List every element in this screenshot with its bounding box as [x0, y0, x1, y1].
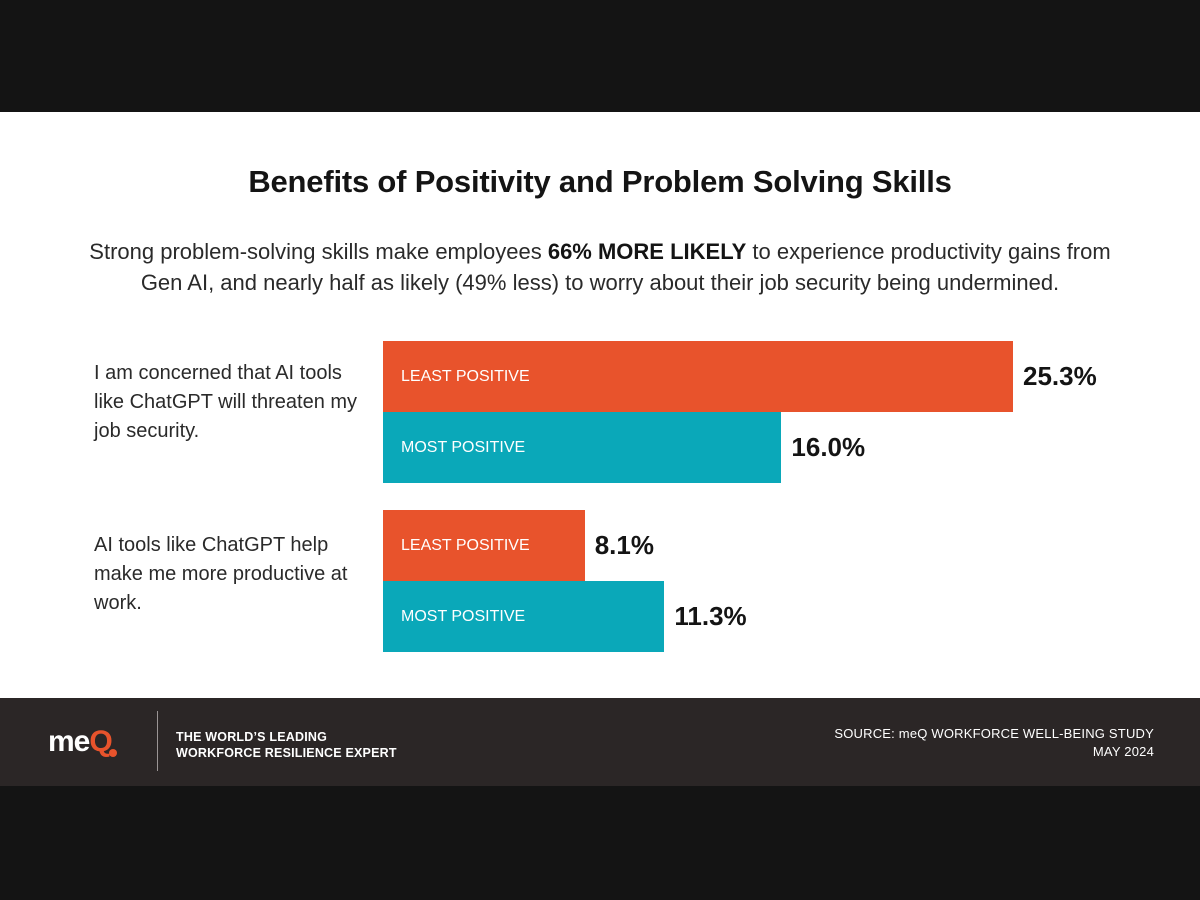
subtitle-text-after: to experience productivity gains from Ge…	[140, 239, 1111, 295]
data-label: 8.1%	[594, 530, 654, 560]
tagline-line-2: WORKFORCE RESILIENCE EXPERT	[176, 746, 397, 760]
logo-text: me	[48, 725, 90, 758]
bar: LEAST POSITIVE	[383, 341, 1013, 412]
bar: LEAST POSITIVE	[383, 510, 585, 581]
source-line-2: MAY 2024	[1092, 744, 1154, 759]
footer-bar	[0, 698, 1200, 786]
logo-accent: Q	[89, 725, 118, 758]
category-label: AI tools like ChatGPT help make me more …	[94, 534, 348, 614]
footer-divider	[157, 711, 158, 771]
series-label: LEAST POSITIVE	[401, 536, 530, 554]
source-line-1: SOURCE: meQ WORKFORCE WELL-BEING STUDY	[834, 726, 1154, 741]
data-label: 25.3%	[1023, 361, 1097, 391]
screen-bottom-band	[0, 786, 1200, 900]
footer-tagline: THE WORLD’S LEADING WORKFORCE RESILIENCE…	[176, 729, 397, 761]
footer-source: SOURCE: meQ WORKFORCE WELL-BEING STUDY M…	[834, 725, 1154, 761]
tagline-line-1: THE WORLD’S LEADING	[176, 730, 328, 744]
data-label: 11.3%	[674, 601, 747, 631]
category-label: I am concerned that AI tools like ChatGP…	[94, 362, 358, 442]
bar: MOST POSITIVE	[383, 412, 782, 483]
meq-logo: me Q	[48, 722, 118, 762]
data-label: 16.0%	[791, 432, 866, 462]
bar: MOST POSITIVE	[383, 581, 665, 652]
series-label: LEAST POSITIVE	[401, 367, 530, 385]
subtitle-highlight: 66% MORE LIKELY	[547, 239, 747, 264]
chart-subtitle: Strong problem-solving skills make emplo…	[70, 236, 1130, 298]
series-label: MOST POSITIVE	[401, 607, 526, 625]
series-label: MOST POSITIVE	[401, 438, 526, 456]
subtitle-text-before: Strong problem-solving skills make emplo…	[89, 239, 548, 264]
chart-title: Benefits of Positivity and Problem Solvi…	[248, 164, 952, 199]
